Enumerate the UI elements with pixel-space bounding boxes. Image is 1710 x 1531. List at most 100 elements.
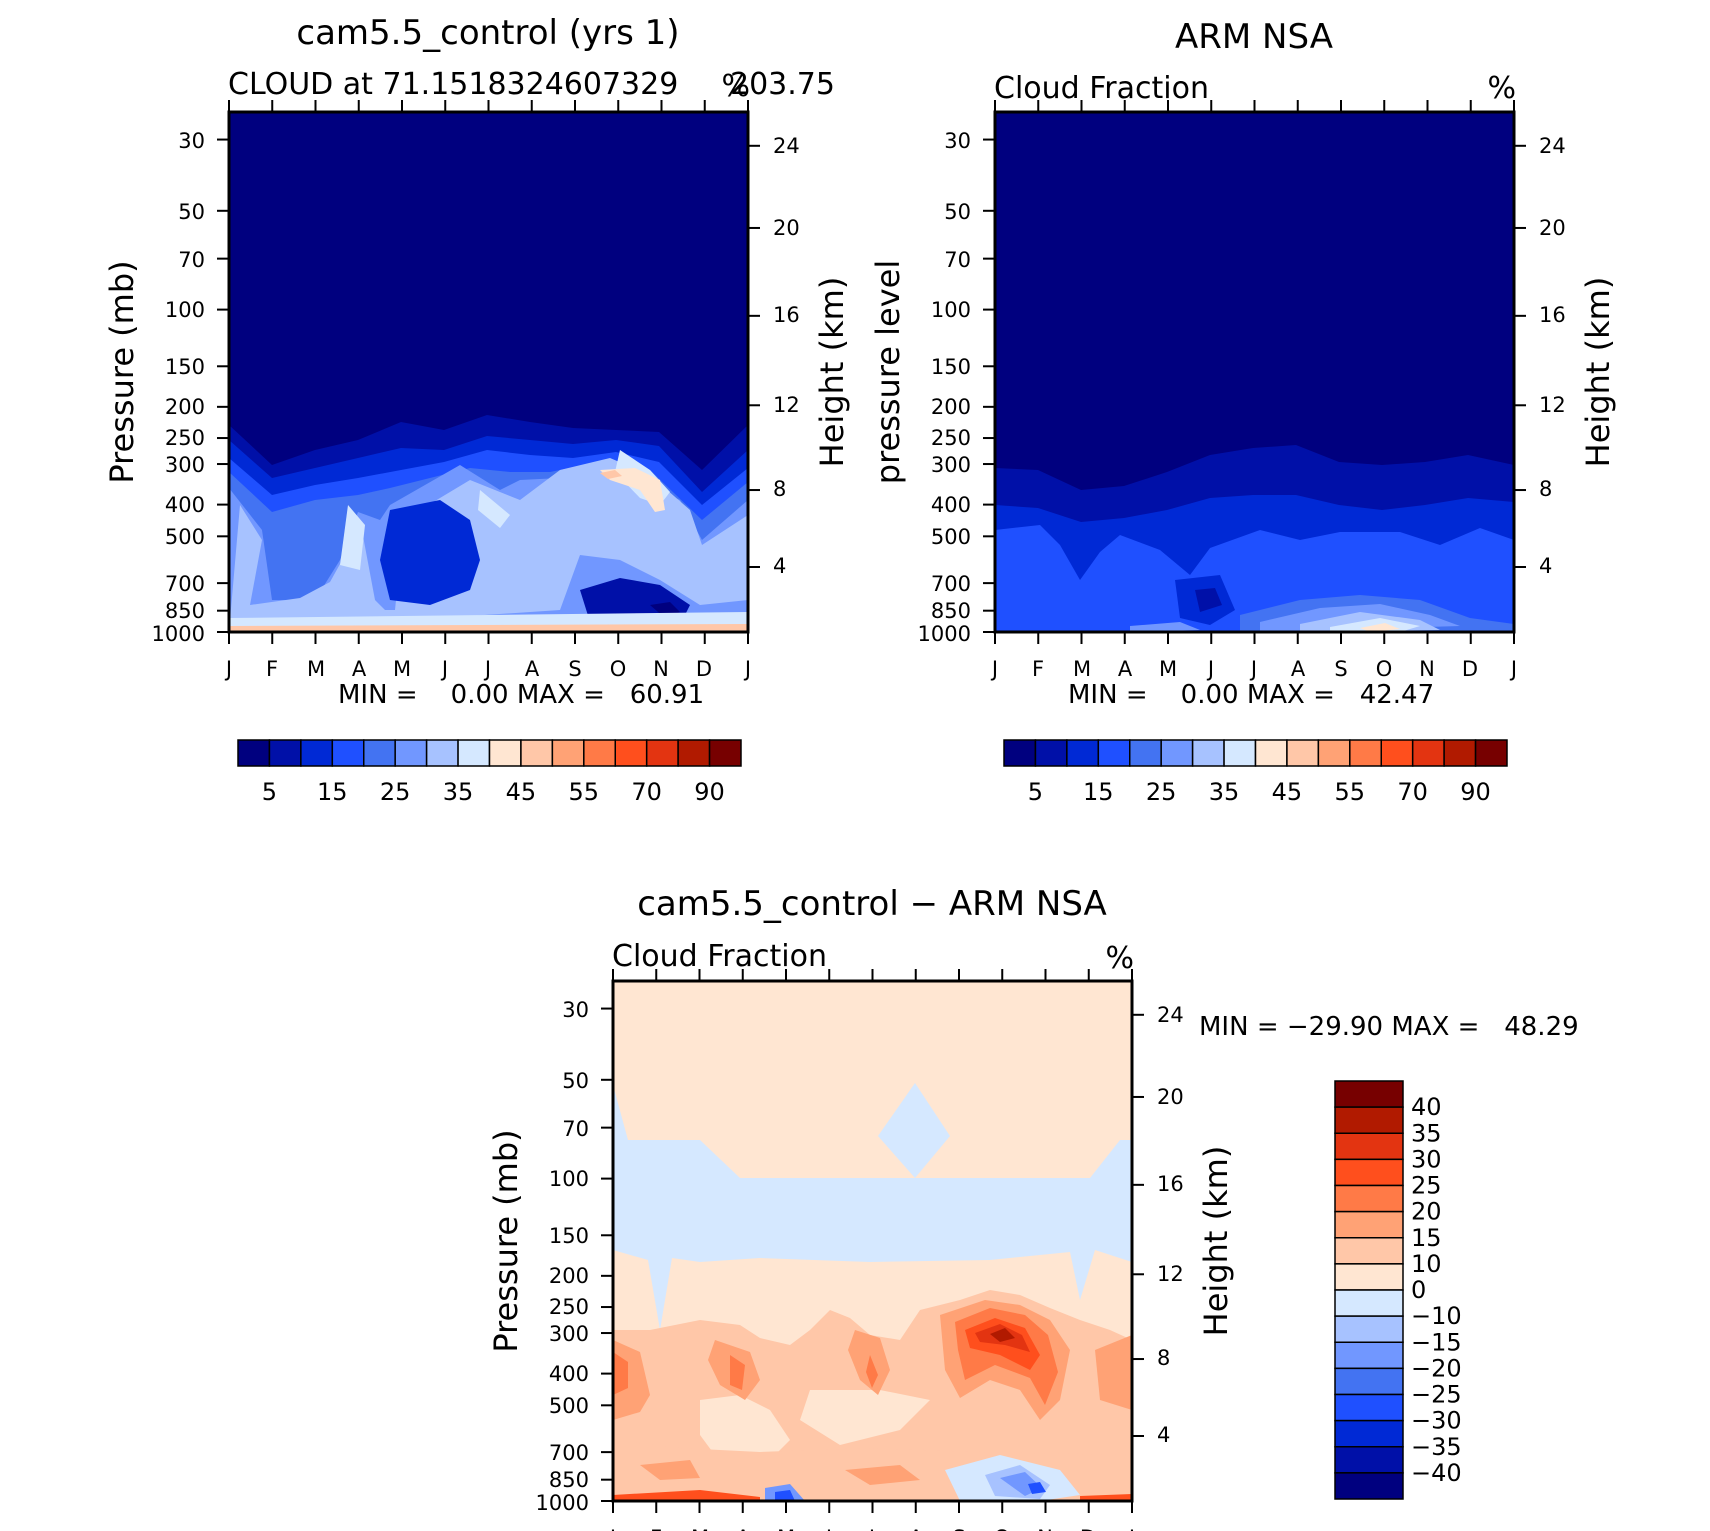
colorbar-swatch [1334, 1367, 1404, 1396]
x-tick-label: J [1509, 657, 1517, 681]
contour-fill-15-20-lowpatch-b [845, 1465, 920, 1485]
contour-fill-neg20-25 [1028, 1482, 1046, 1494]
x-tick-label: J [224, 657, 232, 681]
colorbar-label: −40 [1411, 1459, 1462, 1487]
height-tick-label: 20 [1539, 216, 1566, 240]
colorbar-swatch [520, 739, 554, 767]
colorbar-label: 25 [1411, 1172, 1442, 1200]
colorbar-label: 25 [380, 778, 411, 806]
height-tick-label: 16 [773, 303, 800, 327]
x-tick-label: S [952, 1526, 965, 1531]
colorbar-swatch [1334, 1237, 1404, 1265]
colorbar-swatch [1286, 739, 1320, 767]
colorbar-swatch [1334, 1419, 1404, 1448]
colorbar-swatch [1334, 1132, 1404, 1161]
colorbar-label: 55 [1335, 778, 1366, 806]
colorbar-swatch [1160, 739, 1194, 767]
y-tick-label: 30 [562, 998, 589, 1022]
colorbar-swatch [1474, 739, 1508, 767]
colorbar-label: 70 [631, 778, 662, 806]
contour-fill-low-darker [1195, 588, 1222, 612]
colorbar-label: 15 [1083, 778, 1114, 806]
x-tick-label: J [990, 657, 998, 681]
x-tick-label: O [1376, 657, 1393, 681]
colorbar-swatch [1334, 1080, 1404, 1108]
y-tick-label: 1000 [152, 622, 205, 646]
panel-model-xaxis: J F M A M J J A S O N D J [224, 657, 751, 681]
y-tick-label: 400 [549, 1362, 589, 1386]
colorbar-swatch [1003, 739, 1037, 767]
panel-diff-ylabel-right: Height (km) [1197, 1146, 1235, 1337]
panel-model-contours [229, 112, 748, 632]
contour-fill-surface-b [1130, 622, 1200, 632]
colorbar-label: 45 [506, 778, 537, 806]
colorbar-swatch [1443, 739, 1477, 767]
panel-diff-ylabel: Pressure (mb) [487, 1129, 525, 1352]
colorbar-label: 35 [1209, 778, 1240, 806]
y-tick-label: 150 [931, 355, 971, 379]
x-tick-label: A [736, 1526, 751, 1531]
y-tick-label: 100 [165, 298, 205, 322]
colorbar-swatch [1334, 1446, 1404, 1474]
x-tick-label: M [691, 1526, 709, 1531]
contour-fill-surface-warm [229, 624, 748, 632]
colorbar-swatch [268, 739, 302, 767]
panel-diff-units: % [1105, 941, 1134, 976]
colorbar-label: 15 [1411, 1224, 1442, 1252]
y-tick-label: 1000 [536, 1491, 589, 1515]
colorbar-swatch [425, 739, 459, 767]
panel-obs-colorbar: 5 15 25 35 45 55 70 90 [1003, 739, 1508, 806]
colorbar-swatch [1223, 739, 1257, 767]
x-tick-label: A [1291, 657, 1306, 681]
colorbar-label: 25 [1146, 778, 1177, 806]
height-tick-label: 20 [773, 216, 800, 240]
colorbar-label: 90 [694, 778, 725, 806]
x-tick-label: N [1419, 657, 1435, 681]
colorbar-label: −25 [1411, 1381, 1462, 1409]
panel-model-title: cam5.5_control (yrs 1) [296, 13, 679, 53]
colorbar-swatch [331, 739, 365, 767]
panel-obs-stats: MIN = 0.00 MAX = 42.47 [1068, 680, 1434, 710]
x-tick-label: J [1127, 1526, 1135, 1531]
panel-model-ticks [217, 100, 760, 644]
y-tick-label: 70 [178, 248, 205, 272]
colorbar-label: −10 [1411, 1302, 1462, 1330]
colorbar-swatch [708, 739, 742, 767]
y-tick-label: 700 [931, 572, 971, 596]
height-tick-label: 16 [1539, 303, 1566, 327]
y-tick-label: 50 [944, 200, 971, 224]
y-tick-label: 100 [549, 1167, 589, 1191]
colorbar-swatch [1191, 739, 1225, 767]
colorbar-label: 70 [1397, 778, 1428, 806]
colorbar-swatch [614, 739, 648, 767]
panel-obs-ylabel-right: Height (km) [1579, 277, 1617, 468]
panel-diff-title: cam5.5_control − ARM NSA [637, 884, 1107, 924]
panel-model-units: % [721, 69, 750, 104]
y-tick-label: 150 [165, 355, 205, 379]
colorbar-swatch [645, 739, 679, 767]
panel-diff-subtitle: Cloud Fraction [612, 939, 827, 974]
x-tick-label: D [1462, 657, 1478, 681]
y-tick-label: 200 [549, 1264, 589, 1288]
colorbar-swatch [1066, 739, 1100, 767]
contour-fill-35-40-b [478, 490, 510, 528]
panel-obs-ticks [983, 100, 1526, 644]
colorbar-swatch [1349, 739, 1382, 767]
panel-obs-contours [995, 112, 1514, 632]
y-tick-label: 30 [178, 129, 205, 153]
colorbar-label: 45 [1272, 778, 1303, 806]
colorbar-swatch [1334, 1210, 1404, 1239]
y-tick-label: 300 [165, 453, 205, 477]
colorbar-swatch [363, 739, 396, 767]
colorbar-swatch [1334, 1263, 1404, 1291]
y-tick-label: 500 [165, 525, 205, 549]
contour-fill-20-25-d [866, 1355, 878, 1388]
height-tick-label: 24 [1157, 1003, 1184, 1027]
x-tick-label: F [650, 1526, 662, 1531]
colorbar-label: 35 [443, 778, 474, 806]
colorbar-label: −35 [1411, 1433, 1462, 1461]
contour-fill-neg10-0-diamond [878, 1083, 950, 1178]
colorbar-swatch [1334, 1315, 1404, 1343]
height-tick-label: 24 [773, 134, 800, 158]
